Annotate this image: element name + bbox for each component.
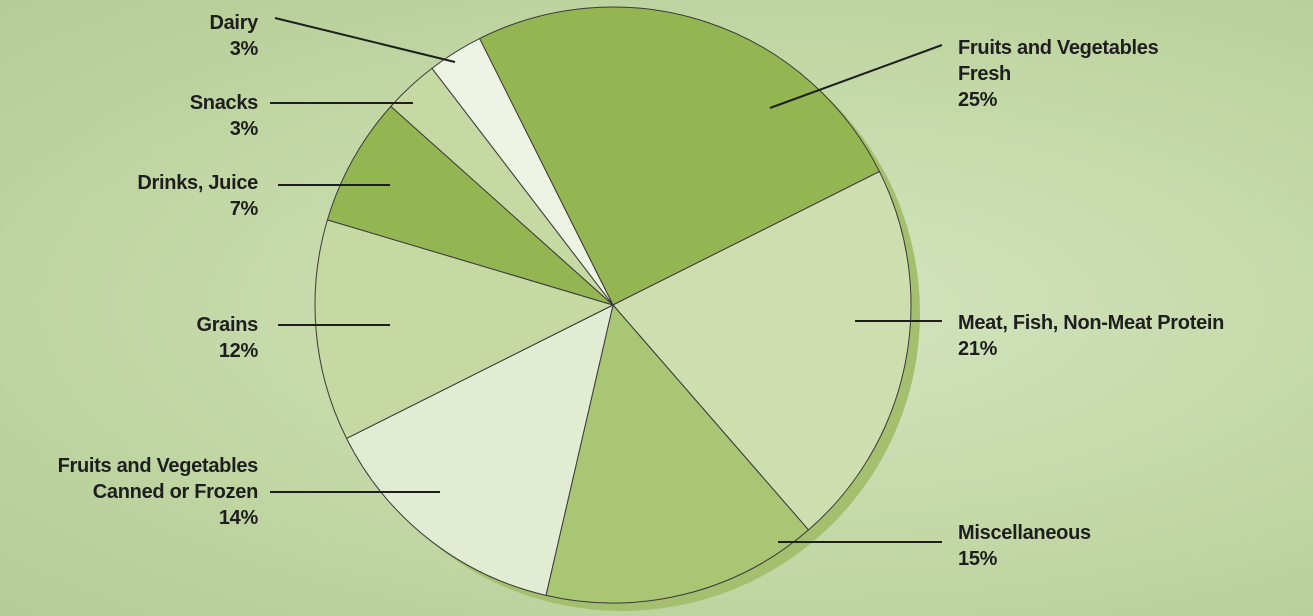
slice-label: Drinks, Juice 7%: [137, 170, 258, 222]
slice-label: Snacks 3%: [189, 90, 259, 142]
leader-line: [769, 44, 943, 109]
value-label: 14%: [218, 507, 258, 529]
slice-label: Meat, Fish, Non-Meat Protein 21%: [958, 310, 1224, 362]
pie-slice: [326, 105, 614, 306]
value-label: 7%: [229, 198, 259, 220]
pie-slice: [314, 219, 615, 440]
value-label: 3%: [229, 38, 259, 60]
category-label: Fruits and Vegetables Canned or Frozen: [57, 455, 259, 503]
value-label: 3%: [229, 118, 259, 140]
category-label: Snacks: [189, 92, 259, 114]
pie-slice: [431, 37, 614, 306]
category-label: Drinks, Juice: [137, 172, 258, 194]
value-label: 15%: [958, 548, 998, 570]
slice-label: Miscellaneous 15%: [958, 520, 1091, 572]
category-label: Meat, Fish, Non-Meat Protein: [958, 312, 1225, 334]
slice-label: Fruits and Vegetables Fresh 25%: [958, 35, 1159, 113]
value-label: 12%: [218, 340, 258, 362]
pie-slice: [345, 304, 614, 596]
leader-line: [274, 17, 456, 63]
category-label: Miscellaneous: [958, 522, 1091, 544]
value-label: 21%: [958, 338, 998, 360]
category-label: Grains: [196, 314, 258, 336]
value-label: 25%: [958, 89, 998, 111]
slice-label: Fruits and Vegetables Canned or Frozen 14…: [57, 453, 259, 531]
category-label: Fruits and Vegetables Fresh: [958, 37, 1159, 85]
pie-slice: [612, 170, 912, 531]
category-label: Dairy: [209, 12, 258, 34]
pie-slice: [545, 303, 810, 604]
pie-slice: [478, 6, 881, 306]
slice-label: Grains 12%: [196, 312, 258, 364]
slice-label: Dairy 3%: [209, 10, 258, 62]
